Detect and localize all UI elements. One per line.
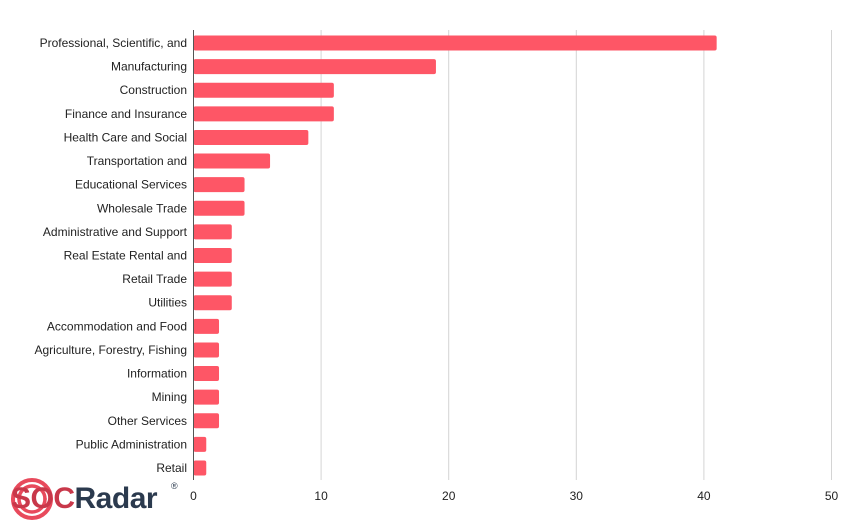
bar bbox=[193, 366, 220, 382]
bar bbox=[193, 129, 309, 145]
radar-signal-icon bbox=[11, 478, 53, 520]
svg-text:SOCRadar: SOCRadar bbox=[11, 482, 158, 515]
category-label: Construction bbox=[120, 83, 187, 97]
x-tick-label: 20 bbox=[442, 489, 456, 503]
category-label: Wholesale Trade bbox=[97, 201, 187, 215]
x-tick-label: 0 bbox=[190, 489, 197, 503]
bars bbox=[193, 35, 717, 476]
logo-text-radar: Radar bbox=[75, 482, 158, 515]
category-label: Retail bbox=[156, 461, 187, 475]
bar bbox=[193, 436, 207, 452]
registered-mark: ® bbox=[171, 481, 178, 491]
bar bbox=[193, 413, 220, 429]
socradar-logo: SOCRadar ® bbox=[11, 478, 178, 520]
category-label: Public Administration bbox=[76, 437, 187, 451]
bar bbox=[193, 271, 232, 287]
category-label: Transportation and bbox=[87, 154, 187, 168]
category-label: Accommodation and Food bbox=[47, 319, 187, 333]
x-tick-label: 30 bbox=[570, 489, 584, 503]
bar bbox=[193, 295, 232, 311]
category-label: Retail Trade bbox=[122, 272, 187, 286]
x-tick-label: 40 bbox=[697, 489, 711, 503]
bar bbox=[193, 318, 220, 334]
bar bbox=[193, 200, 245, 216]
bar bbox=[193, 35, 717, 51]
category-label: Health Care and Social bbox=[64, 130, 187, 144]
x-tick-label: 50 bbox=[825, 489, 839, 503]
x-tick-labels: 0 10 20 30 40 50 bbox=[190, 489, 838, 503]
bar bbox=[193, 389, 220, 405]
category-label: Professional, Scientific, and bbox=[40, 36, 187, 50]
category-label: Finance and Insurance bbox=[65, 107, 187, 121]
category-label: Mining bbox=[152, 390, 187, 404]
bar bbox=[193, 342, 220, 358]
gridlines bbox=[320, 30, 832, 480]
category-label: Information bbox=[127, 367, 187, 381]
bar bbox=[193, 248, 232, 263]
bar bbox=[193, 59, 436, 75]
category-label: Educational Services bbox=[75, 178, 187, 192]
category-label: Agriculture, Forestry, Fishing bbox=[35, 343, 188, 357]
category-label: Administrative and Support bbox=[43, 225, 188, 239]
category-labels: Professional, Scientific, and Manufacturi… bbox=[35, 36, 188, 475]
bar bbox=[193, 153, 271, 169]
bar bbox=[193, 106, 334, 122]
bar bbox=[193, 82, 334, 98]
category-label: Real Estate Rental and bbox=[64, 249, 187, 263]
bar bbox=[193, 224, 232, 240]
category-label: Other Services bbox=[108, 414, 187, 428]
bar bbox=[193, 177, 245, 193]
x-tick-label: 10 bbox=[314, 489, 328, 503]
category-label: Manufacturing bbox=[111, 60, 187, 74]
logo-text-soc: SOC bbox=[11, 482, 75, 515]
category-label: Utilities bbox=[148, 296, 187, 310]
bar bbox=[193, 460, 207, 476]
